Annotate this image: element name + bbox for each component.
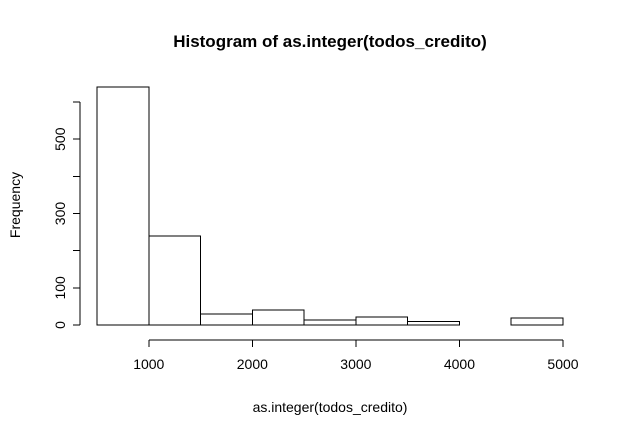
histogram-bar-5 [303,319,357,326]
x-tick-label-3000: 3000 [340,356,371,372]
histogram-bar-3 [200,313,253,326]
chart-title: Histogram of as.integer(todos_credito) [173,32,487,51]
y-axis: 0 100 300 500 [52,101,81,329]
x-axis: 1000 2000 3000 4000 5000 [133,339,579,372]
histogram-bar-9 [510,317,564,326]
histogram-bar-6 [355,316,409,326]
y-tick-label-500: 500 [52,127,68,151]
histogram-bar-1 [96,86,150,326]
x-tick-label-5000: 5000 [547,356,578,372]
histogram-bars [96,86,564,326]
x-tick-label-2000: 2000 [237,356,268,372]
x-tick-label-4000: 4000 [444,356,475,372]
histogram-bar-4 [251,309,305,326]
histogram-bar-7 [407,320,460,326]
y-tick-label-0: 0 [52,321,68,329]
x-tick-label-1000: 1000 [133,356,164,372]
x-axis-title: as.integer(todos_credito) [253,399,408,415]
y-tick-label-100: 100 [52,276,68,300]
y-tick-label-300: 300 [52,202,68,226]
histogram-bar-2 [148,235,202,326]
y-axis-title: Frequency [7,172,23,238]
